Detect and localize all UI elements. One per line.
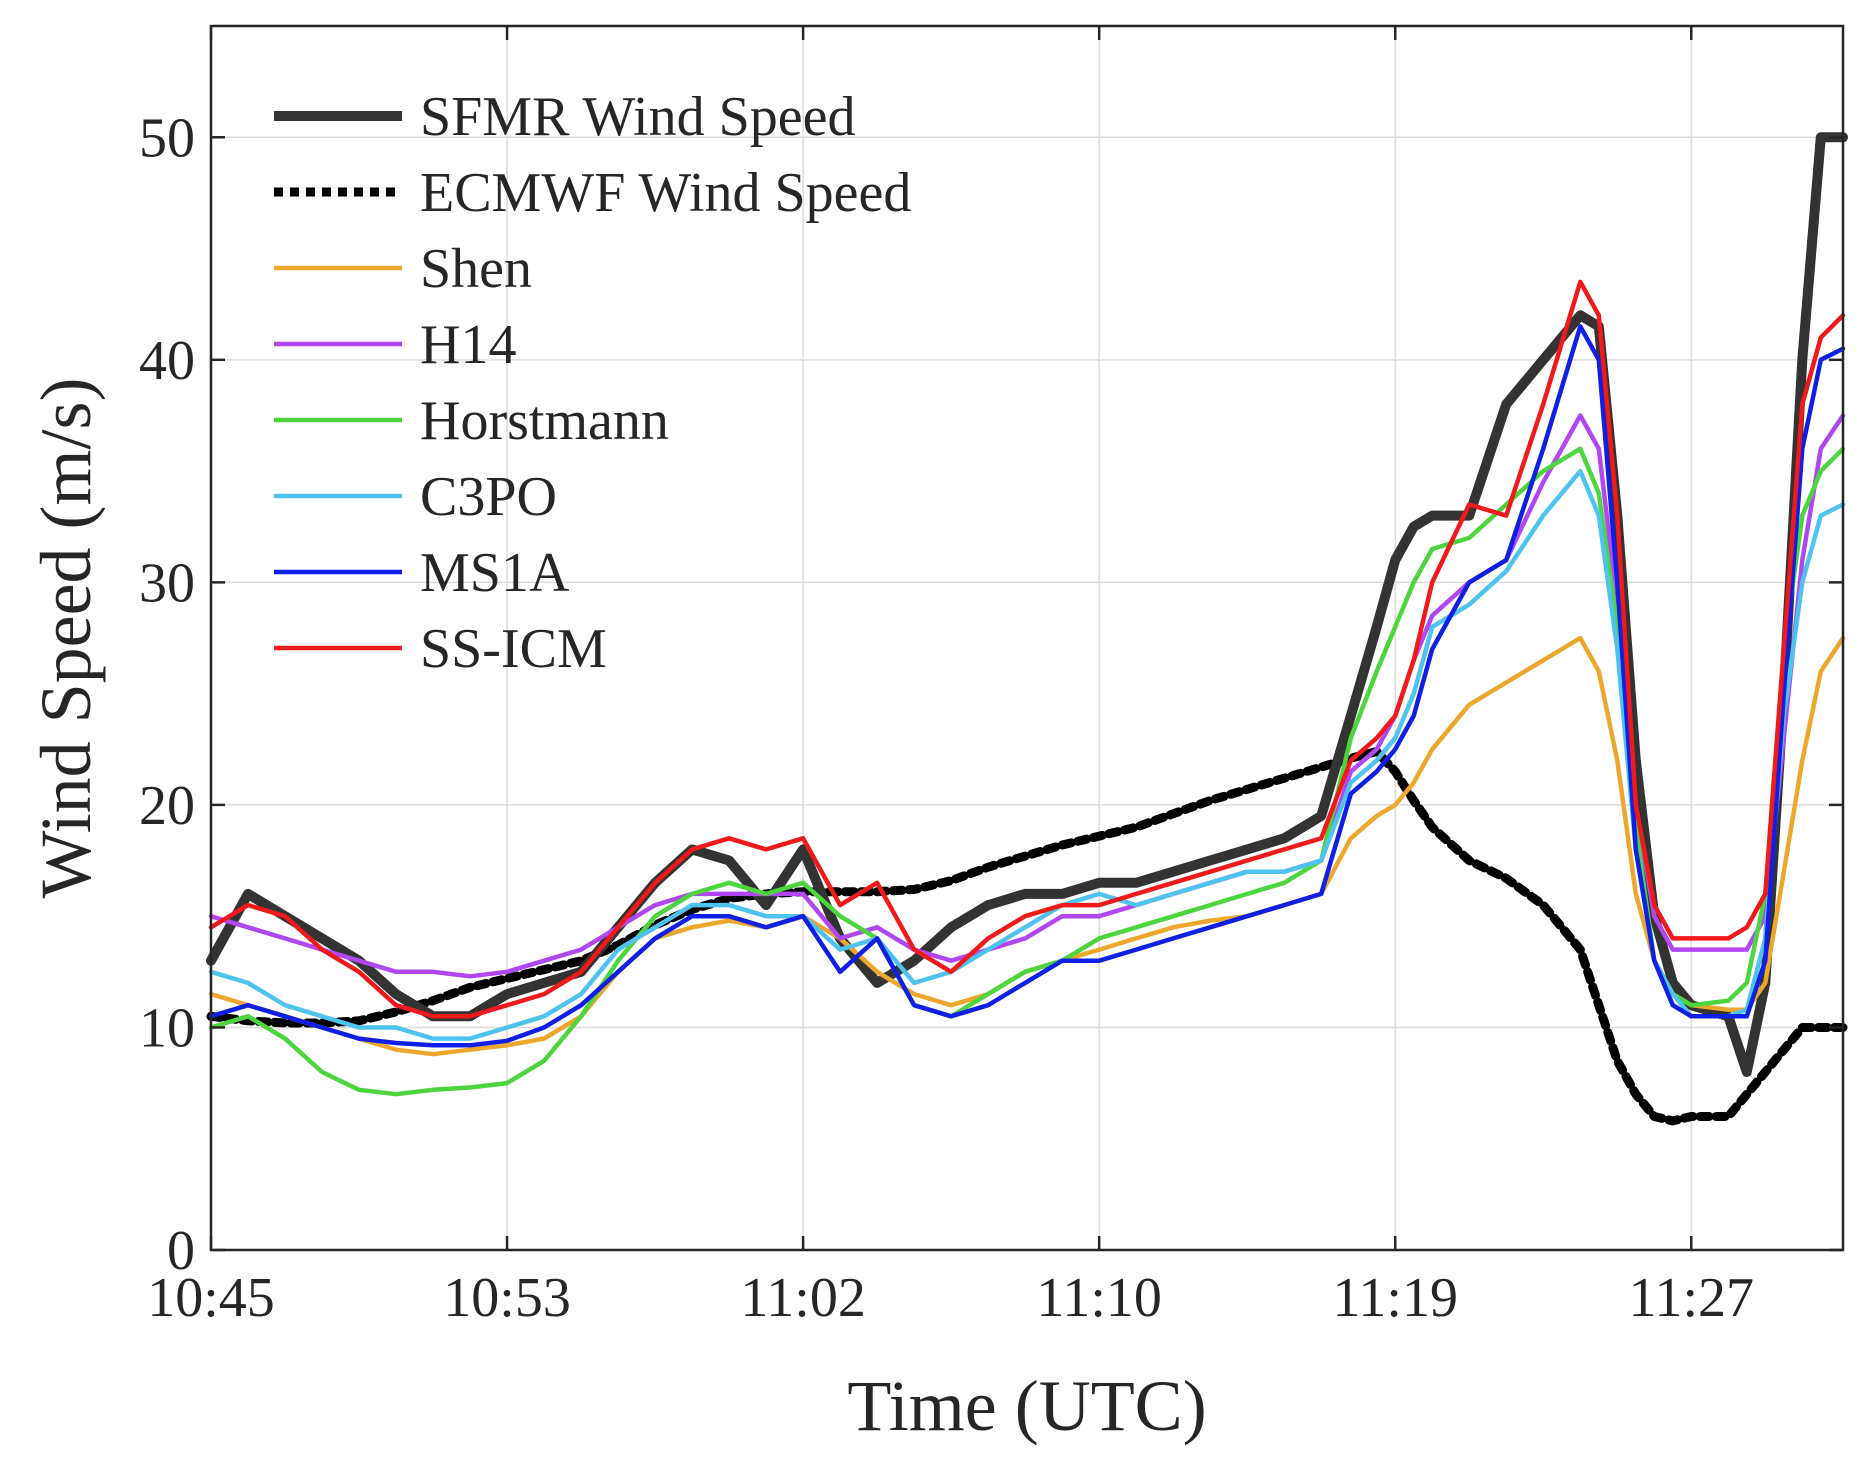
legend: SFMR Wind Speed ECMWF Wind Speed Shen H14 Ho…	[274, 86, 911, 680]
x-tick-label: 10:45	[147, 1267, 275, 1329]
y-tick-label: 40	[139, 330, 195, 392]
x-tick-label: 11:10	[1036, 1267, 1161, 1329]
y-axis-label: Wind Speed (m/s)	[26, 377, 106, 898]
y-tick-label: 30	[139, 552, 195, 614]
y-tick-label: 0	[167, 1220, 195, 1282]
x-axis-label: Time (UTC)	[847, 1366, 1206, 1446]
plot-area-frame	[209, 24, 1845, 1252]
series-line-sfmr-wind-speed	[206, 132, 1848, 1077]
axis-ticks: 10:45 10:53 11:02 11:10 11:19 11:27 0 10 20 30 40 5…	[139, 26, 1843, 1329]
x-tick-label: 11:27	[1629, 1267, 1754, 1329]
series-line-ss-icm	[208, 279, 1846, 1019]
legend-label-sfmr-wind-speed: SFMR Wind Speed	[420, 86, 855, 148]
legend-label-h14: H14	[420, 314, 516, 376]
x-tick-label: 10:53	[443, 1267, 571, 1329]
series-line-ms1a	[208, 324, 1846, 1048]
legend-label-horstmann: Horstmann	[420, 390, 669, 452]
y-tick-label: 20	[139, 775, 195, 837]
legend-label-c3po: C3PO	[420, 466, 557, 528]
legend-label-ms1a: MS1A	[420, 542, 570, 604]
legend-label-ss-icm: SS-ICM	[420, 618, 607, 680]
x-tick-label: 11:02	[740, 1267, 865, 1329]
y-tick-label: 10	[139, 997, 195, 1059]
x-tick-label: 11:19	[1332, 1267, 1457, 1329]
legend-label-ecmwf-wind-speed: ECMWF Wind Speed	[420, 162, 911, 224]
legend-label-shen: Shen	[420, 238, 532, 300]
y-tick-label: 50	[139, 107, 195, 169]
series-lines	[206, 132, 1848, 1126]
series-line-ecmwf-wind-speed	[206, 747, 1848, 1126]
